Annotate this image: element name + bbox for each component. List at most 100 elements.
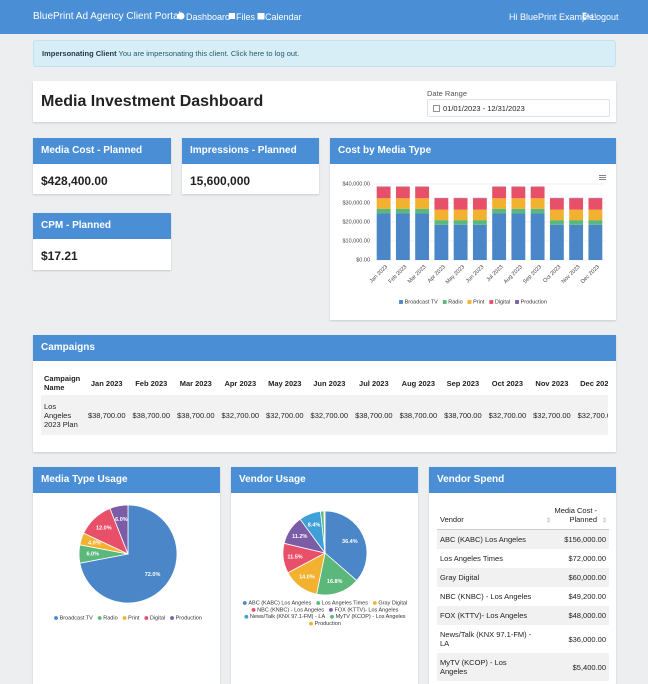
table-cell: $48,000.00 <box>568 611 606 620</box>
table-cell: $38,700.00 <box>355 410 393 420</box>
table-row: Los Angeles 2023 Plan $38,700.00 $38,700.0… <box>41 395 608 435</box>
header-row: Campaign Name Jan 2023 Feb 2023 Mar 2023 Apr… <box>41 371 608 395</box>
kpi-value: 15,600,000 <box>190 174 251 188</box>
alert-strong: Impersonating Client <box>42 49 117 58</box>
table-cell: $38,700.00 <box>399 410 438 420</box>
table-cell: FOX (KTTV)- Los Angeles <box>440 611 528 620</box>
card-title: Media Type Usage <box>33 467 220 493</box>
table-cell: $32,700.00 <box>488 410 527 420</box>
column-header: Oct 2023 <box>491 378 524 388</box>
kpi-title: Impressions - Planned <box>182 138 319 164</box>
table-cell: Gray Digital <box>440 573 480 582</box>
header-text: Vendor <box>440 515 464 524</box>
column-header: Feb 2023 <box>135 378 168 388</box>
campaigns-card: Campaigns Campaign Name Jan 2023 Feb 2023 M… <box>33 335 616 452</box>
icon <box>177 12 185 20</box>
table-cell: $38,700.00 <box>87 410 126 420</box>
date-value: 01/01/2023 - 12/31/2023 <box>443 104 525 113</box>
kpi-card: Media Cost - Planned $428,400.00 <box>33 138 171 194</box>
kpi-card: CPM - Planned $17.21 <box>33 213 171 270</box>
column-header: Sep 2023 <box>446 378 480 388</box>
kpi-value: $428,400.00 <box>41 174 108 188</box>
logout-link[interactable]: Logout <box>591 12 619 22</box>
table-cell: $38,700.00 <box>444 410 482 420</box>
calendar-icon <box>433 105 440 112</box>
table-cell: ABC (KABC) Los Angeles <box>440 535 526 544</box>
thead: Campaign Name Jan 2023 Feb 2023 Mar 2023 Apr… <box>41 371 608 395</box>
column-header: Campaign Name <box>44 374 81 392</box>
kpi-card: Impressions - Planned 15,600,000 <box>182 138 319 194</box>
kpi-title: CPM - Planned <box>33 213 171 239</box>
table-cell: Los Angeles 2023 Plan <box>44 401 78 429</box>
thead: Vendor Media Cost - Planned <box>437 501 609 530</box>
table-cell: $38,700.00 <box>132 410 171 420</box>
table-cell: $32,700.00 <box>533 410 571 420</box>
column-header: Mar 2023 <box>179 378 212 388</box>
card-title: Vendor Usage <box>231 467 418 493</box>
alert[interactable]: Impersonating Client You are impersonati… <box>33 40 616 67</box>
column-header: Jan 2023 <box>90 378 123 388</box>
table-cell: $60,000.00 <box>568 573 606 582</box>
table-cell: $32,700.00 <box>266 410 304 420</box>
table-cell: $32,700.00 <box>577 410 608 420</box>
column-header: Nov 2023 <box>535 378 569 388</box>
column-header: Jun 2023 <box>313 378 346 388</box>
nav-link[interactable]: Calendar <box>265 12 302 22</box>
nav-link[interactable]: Files <box>236 12 256 22</box>
table-row: ABC (KABC) Los Angeles $156,000.00 <box>437 529 609 549</box>
vendor-card: Vendor Spend Vendor Media Cost - Planned A… <box>429 467 616 684</box>
table-cell: $32,700.00 <box>221 410 260 420</box>
chart-card: Media Type Usage <box>33 467 220 684</box>
header-text: Media Cost - Planned <box>554 506 597 524</box>
table-cell: NBC (KNBC) - Los Angeles <box>440 592 532 601</box>
date-input[interactable]: 01/01/2023 - 12/31/2023 <box>427 99 610 117</box>
nav-link[interactable]: Dashboard <box>186 12 231 22</box>
date-label: Date Range <box>427 89 468 98</box>
alert-text: You are impersonating this client. Click… <box>118 49 300 58</box>
card-title: Cost by Media Type <box>330 138 616 164</box>
tbody: ABC (KABC) Los Angeles $156,000.00 Los Ang… <box>437 529 609 684</box>
table-cell: News/Talk (KNX 97.1-FM) - LA <box>440 630 532 648</box>
card-title: Campaigns <box>33 335 616 361</box>
table-cell: $32,700.00 <box>310 410 349 420</box>
table-row: FOX (KTTV)- Los Angeles $48,000.00 <box>437 606 609 625</box>
kpi-title: Media Cost - Planned <box>33 138 171 164</box>
column-header[interactable]: Media Cost - Planned <box>537 501 609 530</box>
sort-icon <box>602 517 607 523</box>
table-row: Los Angeles Times $72,000.00 <box>437 549 609 568</box>
brand[interactable]: BluePrint Ad Agency Client Portal <box>33 11 181 22</box>
table-cell: $5,400.00 <box>572 662 606 672</box>
column-header[interactable]: Vendor <box>437 501 551 530</box>
table-row: MyTV (KCOP) - Los Angeles $5,400.00 <box>437 653 609 681</box>
column-header: Apr 2023 <box>224 378 257 388</box>
table-wrap: Campaign Name Jan 2023 Feb 2023 Mar 2023 Apr… <box>41 371 608 443</box>
table-cell: $72,000.00 <box>568 554 606 563</box>
kpi-value: $17.21 <box>41 249 78 263</box>
table-cell: $38,700.00 <box>177 410 215 420</box>
icon <box>257 13 265 20</box>
column-header: Jul 2023 <box>359 378 389 388</box>
vendor-table: Vendor Media Cost - Planned ABC (KABC) Los… <box>437 501 609 684</box>
navbar: BluePrint Ad Agency Client Portal Dashbo… <box>0 0 648 34</box>
header-card: Media Investment Dashboard Date Range 01… <box>33 81 616 122</box>
table-cell: $49,200.00 <box>568 592 606 601</box>
table-cell: $156,000.00 <box>564 535 606 544</box>
chart-card: Cost by Media Type <box>330 138 616 320</box>
page-title: Media Investment Dashboard <box>41 93 264 110</box>
table-row: NBC (KNBC) - Los Angeles $49,200.00 <box>437 587 609 606</box>
header-row: Vendor Media Cost - Planned <box>437 501 609 530</box>
tbody: Los Angeles 2023 Plan $38,700.00 $38,700.0… <box>41 395 608 435</box>
column-header: Aug 2023 <box>401 378 436 388</box>
table-row: Gray Digital $60,000.00 <box>437 568 609 587</box>
table-cell: $36,000.00 <box>568 634 606 644</box>
table-row: News/Talk (KNX 97.1-FM) - LA $36,000.00 <box>437 625 609 653</box>
card-title: Vendor Spend <box>429 467 616 493</box>
table-cell: MyTV (KCOP) - Los Angeles <box>440 658 507 676</box>
chart-card: Vendor Usage <box>231 467 418 684</box>
table-cell: Los Angeles Times <box>440 554 503 563</box>
column-header: Dec 2023 <box>580 378 608 388</box>
user-greeting: Hi BluePrint Example! <box>509 12 597 22</box>
icon <box>229 13 235 19</box>
campaigns-table: Campaign Name Jan 2023 Feb 2023 Mar 2023 Apr… <box>41 371 608 435</box>
